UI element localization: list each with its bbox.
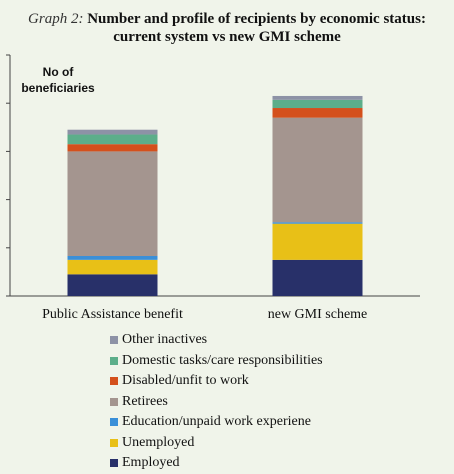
stacked-bar-chart: No of beneficiaries Public Assistance bene…: [6, 54, 420, 322]
bar-segment-education-unpaid-work-experiene-1: [67, 255, 158, 260]
y-axis-label: No of beneficiaries: [21, 65, 95, 95]
legend-label: Employed: [122, 455, 180, 471]
legend-item: Domestic tasks/care responsibilities: [110, 351, 323, 372]
legend-label: Retirees: [122, 393, 168, 409]
bar-segment-domestic-tasks-care-responsibilities-2: [272, 99, 363, 109]
legend-item: Unemployed: [110, 433, 323, 454]
chart-legend: Other inactives Domestic tasks/care respo…: [110, 330, 323, 474]
legend-label: Disabled/unfit to work: [122, 373, 249, 389]
chart-title-prefix: Graph 2:: [28, 11, 84, 27]
x-tick-label: Public Assistance benefit: [42, 307, 183, 322]
legend-label: Unemployed: [122, 434, 195, 450]
legend-label: Domestic tasks/care responsibilities: [122, 352, 323, 368]
legend-swatch: [110, 356, 118, 365]
chart-title: Graph 2: Number and profile of recipient…: [10, 10, 444, 46]
bar-segment-employed-1: [67, 274, 158, 296]
legend-swatch: [110, 397, 118, 406]
x-tick-label: new GMI scheme: [268, 307, 368, 322]
bar-segment-disabled-unfit-to-work-2: [272, 108, 363, 118]
bar-segment-employed-2: [272, 259, 363, 296]
bar-segment-disabled-unfit-to-work-1: [67, 144, 158, 152]
legend-item: Other inactives: [110, 330, 323, 351]
bar-segment-domestic-tasks-care-responsibilities-1: [67, 134, 158, 145]
chart-bars: [67, 95, 363, 296]
bar-segment-unemployed-1: [67, 259, 158, 275]
bar-segment-retirees-1: [67, 151, 158, 256]
chart-title-text: Number and profile of recipients by econ…: [87, 11, 426, 45]
bar-segment-other-inactives-1: [67, 129, 158, 135]
bar-segment-education-unpaid-work-experiene-2: [272, 222, 363, 224]
legend-swatch: [110, 438, 118, 447]
legend-swatch: [110, 336, 118, 345]
legend-swatch: [110, 418, 118, 427]
bar-segment-unemployed-2: [272, 223, 363, 260]
bar-segment-other-inactives-2: [272, 95, 363, 100]
legend-item: Retirees: [110, 392, 323, 413]
legend-swatch: [110, 377, 118, 386]
legend-swatch: [110, 459, 118, 468]
legend-item: Disabled/unfit to work: [110, 371, 323, 392]
bar-segment-retirees-2: [272, 117, 363, 223]
legend-label: Education/unpaid work experiene: [122, 414, 311, 430]
chart-labels: No of beneficiaries Public Assistance bene…: [21, 65, 367, 322]
legend-item: Employed: [110, 453, 323, 474]
legend-label: Other inactives: [122, 332, 208, 348]
legend-item: Education/unpaid work experiene: [110, 412, 323, 433]
